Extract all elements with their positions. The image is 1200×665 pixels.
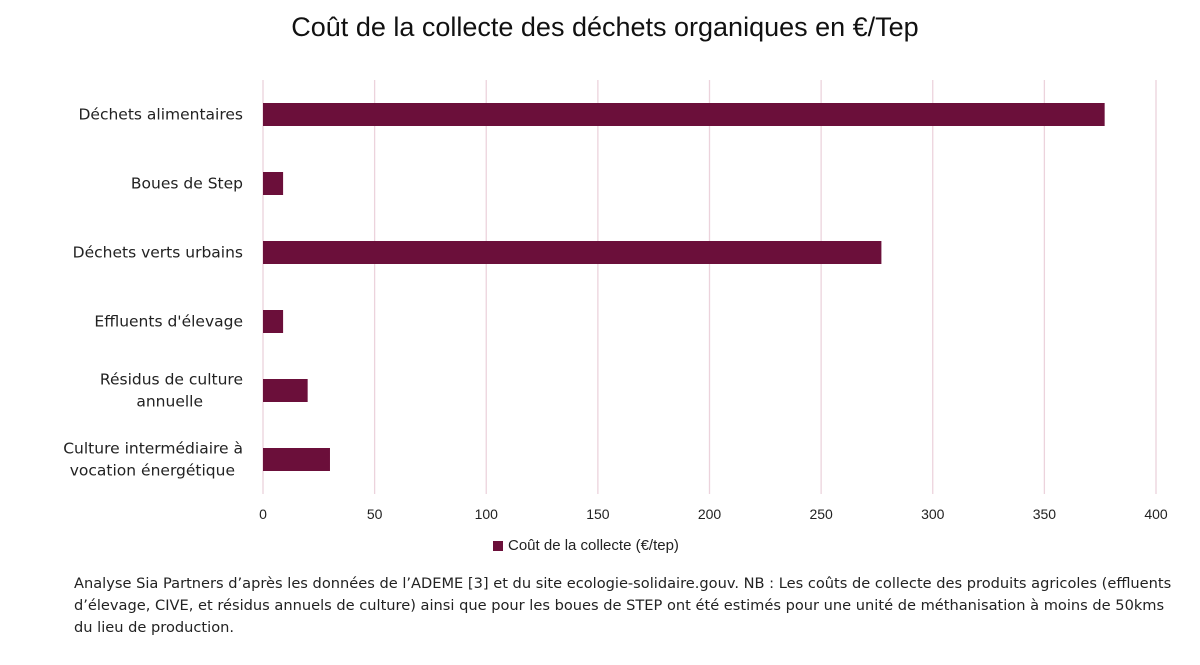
- bar: [263, 241, 882, 264]
- x-tick-label: 200: [698, 506, 722, 522]
- bar: [263, 310, 284, 333]
- bar: [263, 103, 1105, 126]
- category-labels: Déchets alimentaires Boues de Step Déchets…: [63, 106, 243, 480]
- category-label: Déchets verts urbains: [73, 244, 243, 262]
- category-label: Culture intermédiaire à vocation énergéti…: [63, 440, 243, 480]
- bar: [263, 448, 330, 471]
- category-label: Effluents d'élevage: [94, 313, 243, 331]
- x-tick-label: 350: [1033, 506, 1057, 522]
- legend-swatch: [493, 540, 503, 551]
- x-tick-label: 400: [1144, 506, 1168, 522]
- category-label-line: vocation énergétique: [70, 462, 235, 480]
- x-tick-label: 0: [259, 506, 267, 522]
- legend-label: Coût de la collecte (€/tep): [508, 537, 679, 554]
- bars: [263, 103, 1105, 471]
- x-axis-tick-labels: 0 50 100 150 200 250 300 350 400: [259, 506, 1168, 522]
- x-tick-label: 150: [586, 506, 610, 522]
- x-tick-label: 100: [475, 506, 499, 522]
- footnote: Analyse Sia Partners d’après les données…: [74, 575, 1172, 636]
- chart-title: Coût de la collecte des déchets organiqu…: [291, 12, 919, 42]
- bar: [263, 379, 308, 402]
- x-tick-label: 300: [921, 506, 945, 522]
- category-label-line: Résidus de culture: [100, 371, 243, 389]
- gridlines: [262, 80, 1157, 494]
- legend: Coût de la collecte (€/tep): [493, 537, 679, 554]
- category-label-line: annuelle: [136, 393, 203, 411]
- category-label: Boues de Step: [131, 175, 243, 193]
- category-label-line: Culture intermédiaire à: [63, 440, 243, 458]
- x-tick-label: 250: [809, 506, 833, 522]
- bar-chart: Déchets alimentaires Boues de Step Déchets…: [63, 80, 1168, 522]
- category-label: Résidus de culture annuelle: [100, 371, 243, 411]
- x-tick-label: 50: [367, 506, 383, 522]
- category-label: Déchets alimentaires: [78, 106, 243, 124]
- bar: [263, 172, 284, 195]
